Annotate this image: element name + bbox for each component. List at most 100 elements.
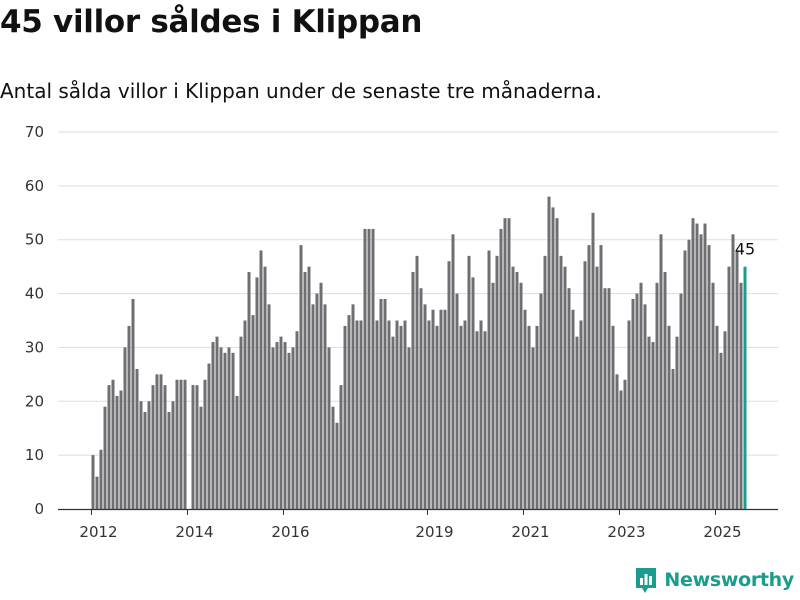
bar (359, 320, 363, 509)
bar (147, 401, 151, 509)
bar (115, 395, 119, 509)
bar (671, 368, 675, 509)
bar (499, 228, 503, 509)
bar (471, 277, 475, 509)
x-tick-label: 2014 (175, 523, 213, 541)
bar (263, 266, 267, 509)
x-tick-label: 2012 (79, 523, 117, 541)
bar (355, 320, 359, 509)
bar (91, 455, 95, 509)
bar (151, 385, 155, 509)
bar (243, 320, 247, 509)
bar (307, 266, 311, 509)
bar (375, 320, 379, 509)
bar (559, 255, 563, 509)
bar (575, 336, 579, 509)
bar (227, 347, 231, 509)
bar (591, 212, 595, 509)
bar (667, 325, 671, 509)
bar (131, 298, 135, 509)
bar (435, 325, 439, 509)
bar (123, 347, 127, 509)
bar (511, 266, 515, 509)
bar (731, 234, 735, 509)
bar (371, 228, 375, 509)
y-tick-label: 70 (25, 123, 44, 141)
bar (531, 347, 535, 509)
bar (167, 412, 171, 509)
bar (163, 385, 167, 509)
bar (267, 304, 271, 509)
bar (651, 342, 655, 509)
bar (335, 422, 339, 509)
bar (271, 347, 275, 509)
bar (143, 412, 147, 509)
bar (135, 368, 139, 509)
bar (287, 352, 291, 509)
bar (107, 385, 111, 509)
bar (555, 218, 559, 509)
bar (639, 282, 643, 509)
bar (295, 331, 299, 509)
bar (519, 282, 523, 509)
bar (703, 223, 707, 510)
bar (711, 282, 715, 509)
bar (415, 255, 419, 509)
y-tick-label: 60 (25, 177, 44, 195)
bar (515, 272, 519, 509)
bar-series (91, 196, 747, 510)
bar (319, 282, 323, 509)
bar (543, 255, 547, 509)
bar (695, 223, 699, 510)
bar (239, 336, 243, 509)
bar (211, 342, 215, 509)
bar (727, 266, 731, 509)
bar (171, 401, 175, 509)
bar (603, 288, 607, 509)
y-tick-label: 0 (34, 500, 44, 518)
bar (551, 207, 555, 509)
chart-subtitle: Antal sålda villor i Klippan under de se… (0, 79, 603, 103)
bar (587, 245, 591, 509)
bar (155, 374, 159, 509)
bar (175, 379, 179, 509)
bar (247, 272, 251, 509)
bar (351, 304, 355, 509)
bar (159, 374, 163, 509)
x-tick-label: 2019 (415, 523, 453, 541)
bar (331, 406, 335, 509)
bar (191, 385, 195, 509)
bar-highlight (743, 266, 747, 509)
bar (623, 379, 627, 509)
bar (195, 385, 199, 509)
bar (619, 390, 623, 509)
bar (567, 288, 571, 509)
bar (611, 325, 615, 509)
bar (423, 304, 427, 509)
bar (547, 196, 551, 509)
bar (363, 228, 367, 509)
bar (419, 288, 423, 509)
bar (391, 336, 395, 509)
bar (527, 325, 531, 509)
bar (179, 379, 183, 509)
bar (111, 379, 115, 509)
axes: 0 10 20 30 40 50 60 70 2012 2014 2016 2019 2021 2023 2… (25, 123, 778, 541)
bar (199, 406, 203, 509)
bar (315, 293, 319, 509)
bar (347, 315, 351, 509)
bar (323, 304, 327, 509)
bar (439, 309, 443, 509)
bar (259, 250, 263, 509)
y-tick-label: 40 (25, 285, 44, 303)
bar (379, 298, 383, 509)
brand-logo[interactable]: Newsworthy (634, 566, 794, 594)
bar (483, 331, 487, 509)
bar (687, 239, 691, 509)
bar (427, 320, 431, 509)
bar (343, 325, 347, 509)
bar (607, 288, 611, 509)
bar (683, 250, 687, 509)
bar (535, 325, 539, 509)
bar (491, 282, 495, 509)
